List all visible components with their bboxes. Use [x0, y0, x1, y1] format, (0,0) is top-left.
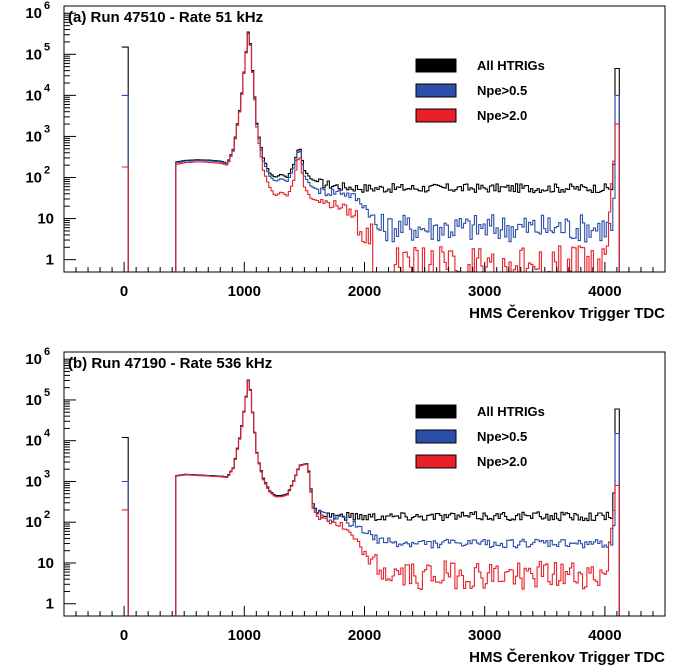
y-tick-label-base: 10: [25, 514, 42, 531]
chart-title: (b) Run 47190 - Rate 536 kHz: [68, 355, 272, 372]
y-tick-label: 10: [37, 211, 54, 228]
y-tick-label-exponent: 3: [44, 123, 50, 135]
y-tick-label-exponent: 5: [44, 387, 50, 399]
y-tick-label-base: 10: [25, 5, 42, 22]
y-tick-label-exponent: 2: [44, 165, 50, 177]
y-tick-label-base: 10: [25, 46, 42, 63]
legend-swatch-all: [415, 58, 457, 73]
y-tick-label-base: 10: [25, 128, 42, 145]
y-tick-label-exponent: 3: [44, 468, 50, 480]
y-tick-label-base: 10: [25, 392, 42, 409]
chart-title: (a) Run 47510 - Rate 51 kHz: [68, 9, 263, 26]
series-line-all: [121, 31, 631, 273]
y-tick-label: 1: [46, 596, 54, 613]
y-tick-label-base: 10: [25, 87, 42, 104]
y-tick-label: 1: [46, 252, 54, 269]
series-line-npe20: [121, 380, 631, 617]
x-tick-label: 3000: [468, 283, 501, 300]
x-tick-label: 4000: [588, 283, 621, 300]
legend-swatch-npe05: [415, 83, 457, 98]
plot-frame: [63, 351, 666, 617]
x-tick-label: 1000: [228, 627, 261, 644]
y-tick-label-base: 10: [25, 473, 42, 490]
series-line-npe05: [121, 32, 631, 273]
x-axis-label: HMS Čerenkov Trigger TDC: [469, 304, 665, 322]
x-tick-label: 2000: [348, 627, 381, 644]
y-tick-label-base: 10: [25, 433, 42, 450]
x-tick-label: 2000: [348, 283, 381, 300]
x-tick-label: 1000: [228, 283, 261, 300]
legend-label-npe20: Npe>2.0: [477, 454, 527, 469]
legend-swatch-npe20: [415, 108, 457, 123]
y-tick-label-exponent: 5: [44, 41, 50, 53]
y-tick-label-base: 10: [25, 351, 42, 368]
series-line-npe20: [121, 33, 631, 273]
y-tick-label-exponent: 4: [44, 82, 51, 94]
legend-swatch-npe20: [415, 454, 457, 469]
legend-label-npe05: Npe>0.5: [477, 83, 527, 98]
y-tick-label: 10: [37, 555, 54, 572]
legend-label-npe05: Npe>0.5: [477, 429, 527, 444]
x-tick-label: 0: [120, 283, 128, 300]
y-tick-label-base: 10: [25, 170, 42, 187]
plot-frame: [63, 5, 666, 273]
y-tick-label-exponent: 2: [44, 509, 50, 521]
legend-label-npe20: Npe>2.0: [477, 108, 527, 123]
y-tick-label-exponent: 6: [44, 0, 50, 12]
x-tick-label: 4000: [588, 627, 621, 644]
y-tick-label-exponent: 4: [44, 428, 51, 440]
x-tick-label: 3000: [468, 627, 501, 644]
legend-swatch-npe05: [415, 429, 457, 444]
series-line-npe05: [121, 379, 631, 617]
legend-swatch-all: [415, 404, 457, 419]
x-tick-label: 0: [120, 627, 128, 644]
legend-label-all: All HTRIGs: [477, 404, 545, 419]
series-line-all: [121, 379, 631, 617]
legend-label-all: All HTRIGs: [477, 58, 545, 73]
y-tick-label-exponent: 6: [44, 346, 50, 358]
x-axis-label: HMS Čerenkov Trigger TDC: [469, 648, 665, 666]
